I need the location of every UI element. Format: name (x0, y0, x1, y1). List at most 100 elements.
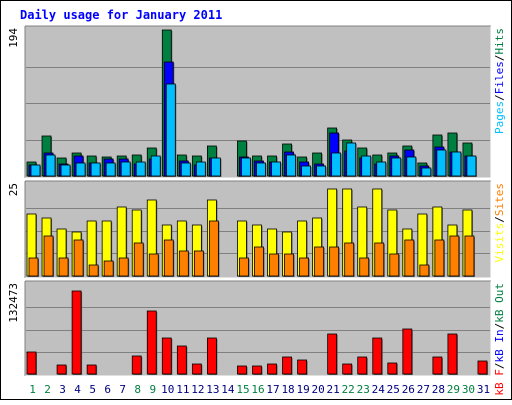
bar-pages-day-6 (105, 162, 116, 177)
bar-sites-day-26 (404, 239, 415, 277)
bar-pages-day-16 (256, 162, 266, 177)
bar-pages-day-8 (135, 161, 146, 177)
bar-sites-day-22 (344, 242, 355, 277)
x-tick-label-day-26: 26 (402, 383, 415, 396)
x-tick-label-day-11: 11 (176, 383, 189, 396)
bar-sites-day-20 (314, 246, 325, 277)
x-tick-label-day-1: 1 (29, 383, 36, 396)
bar-kb-f-day-28 (432, 356, 443, 375)
bar-kb-f-day-4 (71, 290, 82, 375)
x-tick-label-day-7: 7 (119, 383, 126, 396)
x-tick-label-day-27: 27 (417, 383, 430, 396)
bar-pages-day-29 (451, 151, 462, 177)
x-tick-label-day-5: 5 (89, 383, 96, 396)
legend-kb: kB F/kB In/kB Out (493, 283, 506, 396)
x-tick-label-day-30: 30 (462, 383, 475, 396)
bar-kb-f-day-1 (26, 351, 37, 375)
bar-pages-day-25 (391, 157, 402, 177)
legend-visits-sites: Visits/Sites (493, 183, 506, 263)
bar-sites-day-15 (239, 257, 249, 277)
bar-kb-f-day-18 (282, 356, 292, 375)
bar-pages-day-12 (195, 161, 206, 177)
x-tick-label-day-10: 10 (161, 383, 174, 396)
bar-kb-f-day-12 (191, 363, 202, 375)
bar-pages-day-15 (241, 157, 251, 177)
bar-sites-day-2 (43, 235, 54, 277)
bar-pages-day-9 (150, 155, 161, 177)
x-tick-label-day-21: 21 (327, 383, 340, 396)
bar-kb-f-day-17 (267, 363, 277, 375)
bar-kb-f-day-26 (402, 328, 413, 375)
bar-kb-f-day-3 (56, 364, 67, 375)
legend-entry: / (493, 323, 506, 330)
bar-kb-f-day-23 (357, 356, 368, 375)
x-tick-label-day-3: 3 (59, 383, 66, 396)
bar-pages-day-20 (316, 165, 327, 177)
legend-entry: kB F (493, 369, 506, 396)
x-tick-label-day-8: 8 (134, 383, 141, 396)
panel-background (25, 281, 491, 376)
bar-pages-day-13 (210, 157, 221, 177)
x-tick-label-day-23: 23 (357, 383, 370, 396)
bar-kb-f-day-29 (447, 333, 458, 375)
legend-entry: Visits (493, 223, 506, 263)
bar-pages-day-7 (120, 161, 131, 177)
bar-sites-day-27 (419, 264, 430, 277)
bar-kb-f-day-22 (342, 363, 353, 375)
legend-pages-files-hits: Pages/Files/Hits (493, 28, 506, 134)
bar-sites-day-10 (163, 239, 174, 277)
legend-entry: / (493, 216, 506, 223)
bar-kb-f-day-19 (297, 359, 307, 375)
bar-kb-f-day-16 (252, 365, 262, 375)
bar-sites-day-3 (58, 257, 69, 277)
bar-pages-day-10 (165, 83, 176, 177)
bar-sites-day-13 (208, 220, 219, 277)
bar-pages-day-4 (75, 162, 86, 177)
bar-kb-f-day-9 (146, 310, 157, 375)
x-tick-label-day-29: 29 (447, 383, 460, 396)
bar-pages-day-28 (436, 149, 447, 177)
bar-sites-day-11 (178, 250, 189, 277)
x-tick-label-day-2: 2 (44, 383, 51, 396)
x-tick-label-day-6: 6 (104, 383, 111, 396)
x-tick-label-day-20: 20 (312, 383, 325, 396)
x-tick-label-day-13: 13 (206, 383, 219, 396)
bar-pages-day-5 (90, 162, 101, 177)
bar-pages-day-23 (361, 155, 372, 177)
bar-sites-day-29 (449, 235, 460, 277)
chart-title: Daily usage for January 2011 (20, 8, 222, 22)
bar-sites-day-4 (73, 239, 84, 277)
x-tick-label-day-19: 19 (296, 383, 309, 396)
bar-pages-day-2 (45, 154, 56, 177)
bar-sites-day-18 (284, 253, 294, 277)
bar-sites-day-16 (254, 246, 264, 277)
bar-sites-day-19 (299, 257, 309, 277)
bar-sites-day-17 (269, 253, 279, 277)
bar-kb-f-day-13 (206, 337, 217, 375)
bar-kb-f-day-5 (86, 364, 97, 375)
legend-entry: Pages (493, 101, 506, 134)
x-tick-label-day-28: 28 (432, 383, 445, 396)
bar-pages-day-18 (286, 154, 296, 177)
bar-kb-f-day-10 (161, 337, 172, 375)
bar-pages-day-22 (346, 142, 357, 177)
bar-pages-day-27 (421, 167, 432, 177)
x-tick-label-day-25: 25 (387, 383, 400, 396)
bar-pages-day-11 (180, 162, 191, 177)
panel-background (25, 26, 491, 178)
bar-kb-f-day-15 (237, 365, 247, 375)
bar-sites-day-23 (359, 257, 370, 277)
legend-entry: Files (493, 61, 506, 94)
x-tick-label-day-31: 31 (477, 383, 490, 396)
bar-pages-day-17 (271, 161, 281, 177)
bar-pages-day-3 (60, 164, 71, 177)
bar-sites-day-24 (374, 242, 385, 277)
legend-entry: / (493, 363, 506, 370)
bar-kb-f-day-8 (131, 355, 142, 375)
x-tick-label-day-16: 16 (251, 383, 264, 396)
x-tick-label-day-14: 14 (221, 383, 235, 396)
bar-sites-day-12 (193, 250, 204, 277)
legend-entry: kB Out (493, 283, 506, 323)
x-tick-label-day-17: 17 (266, 383, 279, 396)
